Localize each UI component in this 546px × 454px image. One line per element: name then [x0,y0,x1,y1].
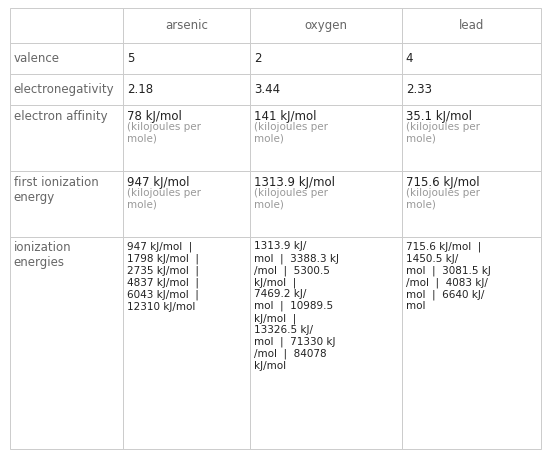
Text: ionization
energies: ionization energies [14,242,72,270]
Bar [123,43,250,74]
Text: (kilojoules per
mole): (kilojoules per mole) [254,188,328,210]
Text: 3.44: 3.44 [254,83,280,96]
Text: 2: 2 [254,52,262,65]
Bar [250,8,402,43]
Bar [123,237,250,449]
Bar [250,171,402,237]
Bar [402,43,541,74]
Bar [250,105,402,171]
Bar [402,237,541,449]
Text: 78 kJ/mol: 78 kJ/mol [127,110,182,123]
Text: electronegativity: electronegativity [14,83,114,96]
Text: 715.6 kJ/mol  |
1450.5 kJ/
mol  |  3081.5 kJ
/mol  |  4083 kJ/
mol  |  6640 kJ/
: 715.6 kJ/mol | 1450.5 kJ/ mol | 3081.5 k… [406,242,491,311]
Bar [10,74,123,105]
Text: 947 kJ/mol  |
1798 kJ/mol  |
2735 kJ/mol  |
4837 kJ/mol  |
6043 kJ/mol  |
12310 : 947 kJ/mol | 1798 kJ/mol | 2735 kJ/mol |… [127,242,199,312]
Text: (kilojoules per
mole): (kilojoules per mole) [406,122,480,144]
Text: oxygen: oxygen [305,19,348,32]
Bar [402,171,541,237]
Bar [250,43,402,74]
Text: 715.6 kJ/mol: 715.6 kJ/mol [406,176,479,189]
Text: 5: 5 [127,52,134,65]
Text: (kilojoules per
mole): (kilojoules per mole) [254,122,328,144]
Bar [10,43,123,74]
Text: 35.1 kJ/mol: 35.1 kJ/mol [406,110,472,123]
Bar [402,105,541,171]
Bar [123,8,250,43]
Text: (kilojoules per
mole): (kilojoules per mole) [127,122,201,144]
Bar [123,74,250,105]
Text: (kilojoules per
mole): (kilojoules per mole) [406,188,480,210]
Bar [123,171,250,237]
Bar [10,171,123,237]
Bar [250,237,402,449]
Bar [10,105,123,171]
Text: 2.33: 2.33 [406,83,432,96]
Bar [123,105,250,171]
Text: (kilojoules per
mole): (kilojoules per mole) [127,188,201,210]
Text: first ionization
energy: first ionization energy [14,176,98,204]
Text: 2.18: 2.18 [127,83,153,96]
Text: arsenic: arsenic [165,19,208,32]
Bar [10,237,123,449]
Bar [402,8,541,43]
Text: 4: 4 [406,52,413,65]
Bar [402,74,541,105]
Text: valence: valence [14,52,60,65]
Bar [10,8,123,43]
Text: 141 kJ/mol: 141 kJ/mol [254,110,317,123]
Text: electron affinity: electron affinity [14,110,107,123]
Bar [250,74,402,105]
Text: 947 kJ/mol: 947 kJ/mol [127,176,189,189]
Text: 1313.9 kJ/
mol  |  3388.3 kJ
/mol  |  5300.5
kJ/mol  |
7469.2 kJ/
mol  |  10989.: 1313.9 kJ/ mol | 3388.3 kJ /mol | 5300.5… [254,242,339,371]
Text: lead: lead [459,19,484,32]
Text: 1313.9 kJ/mol: 1313.9 kJ/mol [254,176,335,189]
